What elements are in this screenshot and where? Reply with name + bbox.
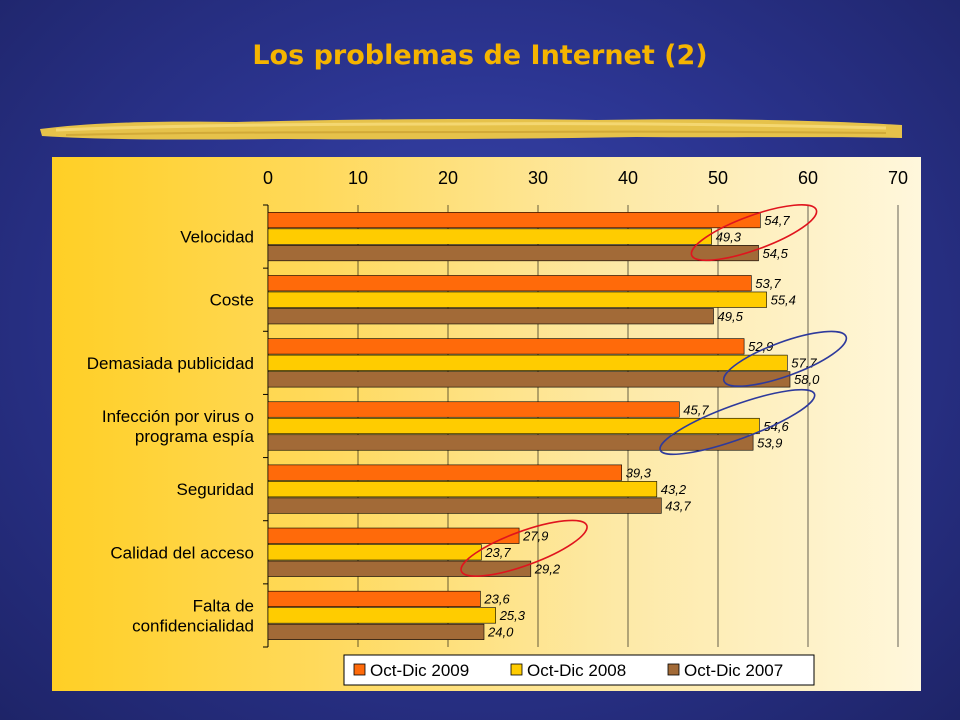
data-label: 45,7 bbox=[683, 402, 709, 417]
highlight-ellipses bbox=[460, 204, 848, 577]
bar-chart: 0 10 20 30 40 50 60 70 54,7 49,3 54,5 53,755,4 49,5… bbox=[87, 168, 908, 686]
category-label: Falta de confidencialidad bbox=[132, 596, 254, 635]
x-tick-label: 10 bbox=[348, 168, 368, 188]
legend-box bbox=[343, 654, 815, 686]
data-label: 49,3 bbox=[716, 229, 742, 244]
chart-bars bbox=[267, 212, 791, 640]
category-label: Infección por virus o programa espía bbox=[102, 407, 255, 446]
bar bbox=[267, 497, 662, 514]
data-label: 55,4 bbox=[771, 292, 796, 307]
bar bbox=[267, 245, 759, 262]
data-label: 58,0 bbox=[794, 372, 820, 387]
x-axis-ticks: 0 10 20 30 40 50 60 70 bbox=[263, 168, 908, 188]
data-label: 43,7 bbox=[665, 498, 691, 513]
highlight-ellipse bbox=[659, 388, 816, 456]
data-label: 54,5 bbox=[763, 246, 789, 261]
bar bbox=[267, 212, 761, 229]
data-label: 24,0 bbox=[487, 625, 514, 640]
data-label: 43,2 bbox=[661, 482, 687, 497]
x-tick-label: 70 bbox=[888, 168, 908, 188]
bar bbox=[267, 464, 623, 481]
data-label: 23,7 bbox=[484, 545, 511, 560]
data-label: 29,2 bbox=[534, 562, 561, 577]
brush-stroke-divider bbox=[40, 118, 902, 140]
bar bbox=[267, 560, 532, 577]
bar bbox=[267, 291, 767, 308]
bar bbox=[267, 338, 745, 355]
bar bbox=[267, 527, 520, 544]
legend-label: Oct-Dic 2008 bbox=[527, 661, 626, 680]
x-tick-label: 50 bbox=[708, 168, 728, 188]
legend-swatch bbox=[510, 663, 523, 676]
x-tick-label: 40 bbox=[618, 168, 638, 188]
legend-label: Oct-Dic 2007 bbox=[684, 661, 783, 680]
x-tick-label: 60 bbox=[798, 168, 818, 188]
category-label: Calidad del acceso bbox=[110, 543, 254, 562]
data-label: 39,3 bbox=[626, 465, 652, 480]
bar bbox=[267, 228, 713, 245]
data-label: 52,9 bbox=[748, 339, 773, 354]
x-tick-label: 0 bbox=[263, 168, 273, 188]
data-label: 57,7 bbox=[791, 356, 817, 371]
legend-label: Oct-Dic 2009 bbox=[370, 661, 469, 680]
legend-swatch bbox=[353, 663, 366, 676]
category-labels: Velocidad Coste Demasiada publicidad Infecc… bbox=[87, 228, 255, 636]
data-label: 23,6 bbox=[483, 592, 510, 607]
bar bbox=[267, 401, 680, 418]
data-label: 54,6 bbox=[763, 419, 789, 434]
bar bbox=[267, 371, 791, 388]
legend: Oct-Dic 2009 Oct-Dic 2008 Oct-Dic 2007 bbox=[343, 654, 815, 686]
data-label: 27,9 bbox=[522, 529, 548, 544]
data-label: 53,9 bbox=[757, 435, 782, 450]
bar bbox=[267, 481, 658, 498]
data-label: 25,3 bbox=[499, 608, 526, 623]
highlight-ellipse bbox=[722, 330, 848, 388]
bar bbox=[267, 275, 752, 292]
slide-title: Los problemas de Internet (2) bbox=[252, 40, 708, 71]
bar bbox=[267, 354, 788, 371]
bar bbox=[267, 417, 760, 435]
highlight-ellipse bbox=[460, 519, 588, 577]
bar bbox=[267, 308, 714, 325]
bar bbox=[267, 544, 482, 561]
bar bbox=[267, 590, 481, 607]
category-label: Seguridad bbox=[176, 480, 254, 499]
highlight-ellipse bbox=[690, 204, 818, 262]
category-label: Coste bbox=[210, 291, 254, 310]
data-label: 49,5 bbox=[718, 309, 744, 324]
chart-panel: 0 10 20 30 40 50 60 70 54,7 49,3 54,5 53,7 55,4 49,5… bbox=[52, 157, 921, 691]
bar bbox=[267, 623, 485, 640]
data-label: 54,7 bbox=[764, 213, 790, 228]
category-label: Demasiada publicidad bbox=[87, 354, 254, 373]
data-labels: 54,7 49,3 54,5 53,755,4 49,5 52,9 57,758,0 45,7… bbox=[483, 213, 820, 640]
legend-swatch bbox=[667, 663, 680, 676]
x-tick-label: 30 bbox=[528, 168, 548, 188]
data-label: 53,7 bbox=[755, 276, 781, 291]
x-tick-label: 20 bbox=[438, 168, 458, 188]
category-label: Velocidad bbox=[180, 228, 254, 247]
bar bbox=[267, 434, 754, 451]
bar bbox=[267, 607, 496, 624]
